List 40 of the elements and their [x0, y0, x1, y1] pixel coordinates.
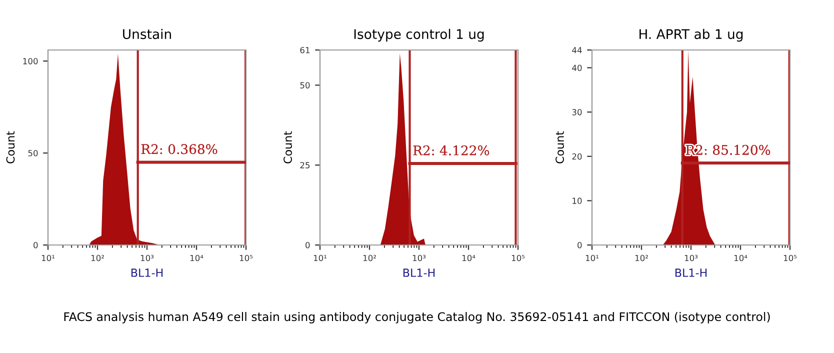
- y-tick-label: 30: [572, 109, 582, 116]
- y-tick-label: 40: [572, 64, 582, 72]
- y-tick-label: 44: [572, 47, 582, 54]
- x-tick-label: 10⁴: [190, 254, 204, 262]
- y-axis-title: Count: [6, 131, 15, 164]
- x-tick-label: 10²: [635, 254, 648, 262]
- x-tick-label: 10¹: [586, 254, 599, 262]
- x-tick-label: 10²: [363, 254, 376, 262]
- x-tick-label: 10⁵: [512, 254, 525, 262]
- chart-title: Isotype control 1 ug: [354, 28, 484, 42]
- x-tick-label: 10³: [412, 254, 426, 262]
- x-tick-label: 10⁴: [462, 254, 476, 262]
- x-tick-label: 10²: [91, 254, 104, 262]
- x-axis-title: BL1-H: [131, 268, 163, 277]
- text: FACS analysis human A549 cell stain using antibody conjugate Catalog No. 35692-05141 and FITCCON (isotype control): [64, 312, 770, 324]
- x-tick-label: 10³: [140, 254, 154, 262]
- y-tick-label: 0: [306, 242, 310, 248]
- y-tick-label: 50: [300, 82, 310, 88]
- y-tick-label: 0: [34, 242, 38, 248]
- y-tick-label: 100: [23, 58, 38, 64]
- y-tick-label: 0: [578, 242, 582, 248]
- y-tick-label: 10: [572, 198, 582, 204]
- x-tick-label: 10⁴: [734, 254, 748, 262]
- x-tick-label: 10¹: [42, 254, 55, 262]
- y-axis-title: Count: [284, 131, 292, 164]
- x-tick-label: 10⁵: [784, 254, 797, 262]
- chart-title: H. APRT ab 1 ug: [640, 28, 743, 42]
- x-axis-title: BL1-H: [403, 268, 435, 277]
- chart-title: Unstain: [123, 28, 171, 40]
- x-tick-label: 10³: [684, 254, 698, 262]
- x-tick-label: 10⁵: [240, 254, 253, 262]
- x-axis-title: BL1-H: [675, 268, 707, 277]
- annotation: R2: 4.122%: [413, 145, 490, 156]
- y-tick-label: 20: [572, 153, 582, 160]
- y-tick-label: 25: [300, 162, 310, 168]
- annotation: R2: 0.368%: [141, 144, 218, 154]
- y-tick-label: 61: [300, 46, 310, 54]
- y-tick-label: 50: [28, 150, 38, 156]
- y-axis-title: Count: [556, 131, 564, 164]
- x-tick-label: 10¹: [314, 254, 327, 262]
